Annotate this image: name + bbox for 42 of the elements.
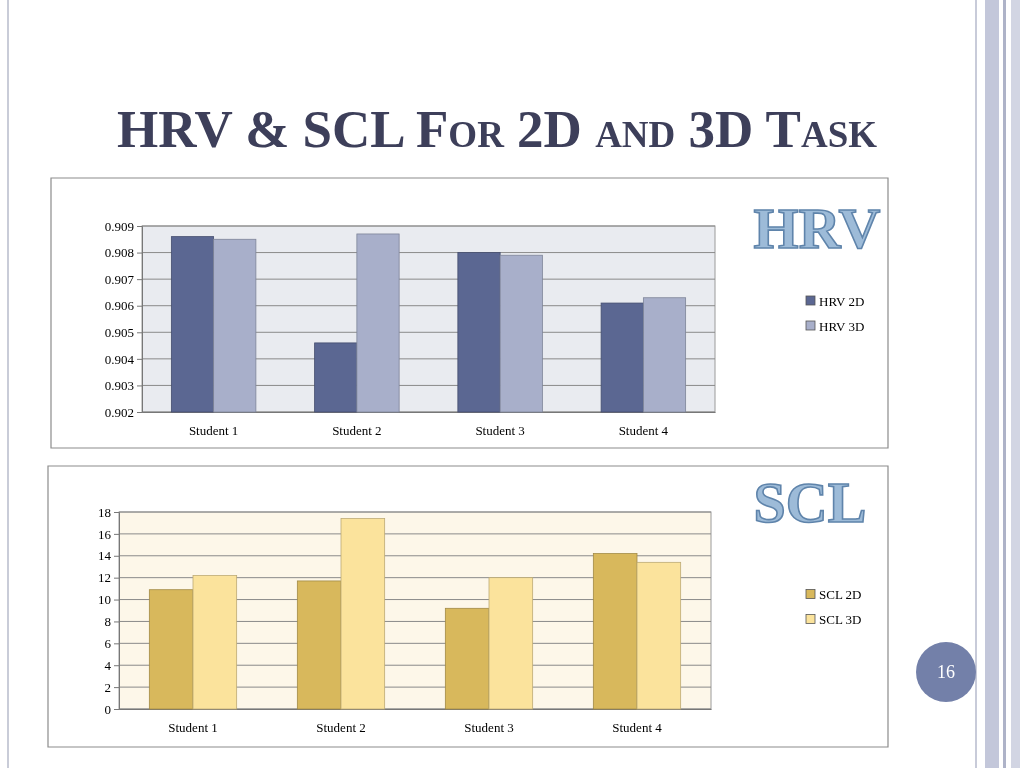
- x-tick-label: Student 2: [316, 720, 366, 736]
- text: 16: [937, 662, 955, 683]
- y-tick-label: 0.904: [104, 351, 135, 367]
- legend-label: HRV 3D: [819, 318, 865, 334]
- x-tick-label: Student 1: [188, 423, 239, 439]
- x-tick-label: Student 1: [168, 720, 218, 736]
- bar: [340, 518, 386, 710]
- y-tick-label: 4: [104, 657, 112, 673]
- text: HRV: [753, 196, 881, 261]
- y-tick-label: 0.908: [104, 245, 134, 261]
- bar: [296, 580, 342, 710]
- y-tick-label: 8: [104, 614, 111, 630]
- y-tick-label: 0.902: [104, 404, 134, 420]
- x-tick-label: Student 4: [618, 423, 669, 439]
- y-tick-label: 0.907: [104, 271, 135, 287]
- y-tick-label: 10: [98, 592, 111, 608]
- legend-label: SCL 2D: [819, 587, 862, 603]
- y-tick-label: 0.905: [104, 324, 134, 340]
- bar: [444, 607, 490, 710]
- text: SCL: [753, 470, 867, 535]
- y-tick-label: 0: [104, 701, 111, 717]
- x-tick-label: Student 2: [332, 423, 382, 439]
- legend-label: HRV 2D: [819, 293, 865, 309]
- x-tick-label: Student 4: [612, 720, 663, 736]
- y-tick-label: 14: [98, 548, 112, 564]
- bar: [592, 553, 638, 710]
- y-tick-label: 0.909: [104, 218, 134, 234]
- y-tick-label: 12: [98, 570, 111, 586]
- y-tick-label: 0.903: [104, 378, 134, 394]
- chart-title: HRV & SCL For 2D and 3D Task: [116, 100, 878, 158]
- y-tick-label: 2: [104, 679, 111, 695]
- y-tick-label: 0.906: [104, 298, 135, 314]
- legend-label: SCL 3D: [819, 612, 862, 628]
- y-tick-label: 16: [98, 526, 112, 542]
- x-tick-label: Student 3: [475, 423, 525, 439]
- bar: [636, 561, 682, 710]
- bar: [488, 577, 534, 710]
- x-tick-label: Student 3: [464, 720, 514, 736]
- y-tick-label: 6: [104, 635, 112, 651]
- bar: [148, 589, 194, 710]
- bar: [192, 575, 238, 710]
- y-tick-label: 18: [98, 504, 111, 520]
